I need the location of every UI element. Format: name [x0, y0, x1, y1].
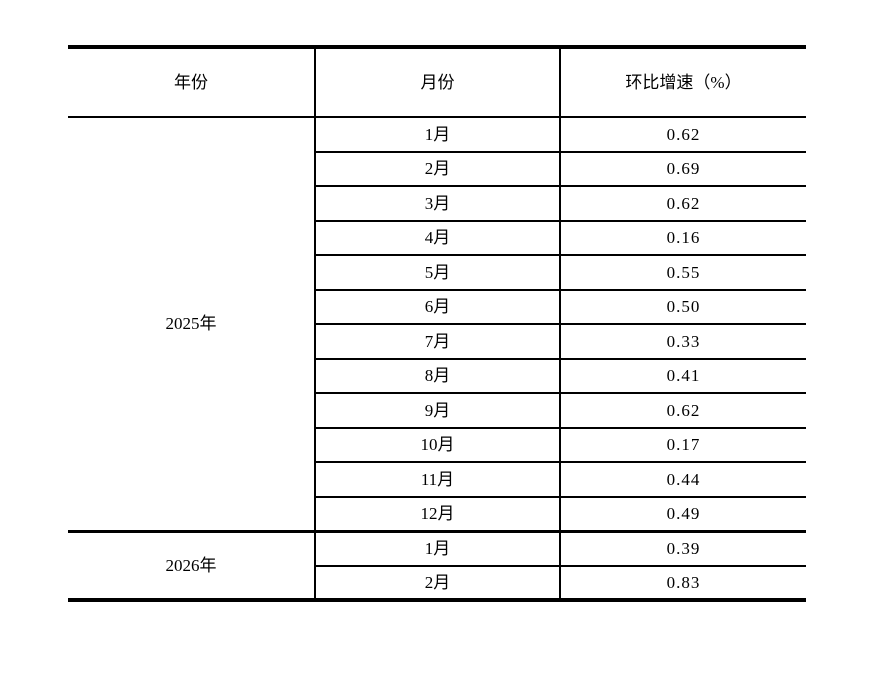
value-cell: 0.62	[559, 186, 806, 222]
value-cell: 0.50	[559, 289, 806, 325]
table-row: 2月 0.83	[68, 565, 806, 600]
table-row: 7月 0.33	[68, 324, 806, 360]
value-cell: 0.62	[559, 117, 806, 153]
table-row: 9月 0.62	[68, 393, 806, 429]
table-row: 12月 0.49	[68, 496, 806, 533]
month-cell: 9月	[314, 393, 560, 429]
value-cell: 0.41	[559, 358, 806, 394]
value-cell: 0.44	[559, 462, 806, 498]
table-row: 2025年 1月 0.62	[68, 117, 806, 533]
value-cell: 0.69	[559, 151, 806, 187]
month-cell: 7月	[314, 324, 560, 360]
table-row: 6月 0.50	[68, 289, 806, 325]
month-cell: 8月	[314, 358, 560, 394]
value-cell: 0.33	[559, 324, 806, 360]
value-cell: 0.17	[559, 427, 806, 463]
value-cell: 0.55	[559, 255, 806, 291]
year-cell-2026: 2026年	[165, 555, 217, 575]
table-row: 3月 0.62	[68, 186, 806, 222]
month-cell: 2月	[314, 565, 560, 600]
month-cell: 6月	[314, 289, 560, 325]
table-row: 8月 0.41	[68, 358, 806, 394]
col-header-month: 月份	[314, 47, 560, 118]
growth-rate-table: 年份 月份 环比增速（%） 2025年 1月 0.62 2月 0.69 3月 0…	[68, 45, 806, 602]
month-cell: 4月	[314, 220, 560, 256]
table-row: 2月 0.69	[68, 151, 806, 187]
header-row: 年份 月份 环比增速（%）	[68, 47, 806, 118]
value-cell: 0.39	[559, 531, 806, 567]
month-cell: 3月	[314, 186, 560, 222]
col-header-year: 年份	[68, 47, 315, 118]
month-cell: 2月	[314, 151, 560, 187]
month-cell: 11月	[314, 462, 560, 498]
month-cell: 5月	[314, 255, 560, 291]
month-cell: 10月	[314, 427, 560, 463]
month-cell: 1月	[314, 117, 560, 153]
value-cell: 0.83	[559, 565, 806, 600]
col-header-growth: 环比增速（%）	[559, 47, 806, 118]
table-row: 11月 0.44	[68, 462, 806, 498]
table-row: 10月 0.17	[68, 427, 806, 463]
table-row: 2026年 1月 0.39	[68, 531, 806, 574]
month-cell: 12月	[314, 496, 560, 533]
value-cell: 0.16	[559, 220, 806, 256]
year-cell-2025: 2025年	[68, 117, 315, 533]
table-row: 4月 0.16	[68, 220, 806, 256]
month-cell: 1月	[314, 531, 560, 567]
value-cell: 0.49	[559, 496, 806, 533]
document-page: 年份 月份 环比增速（%） 2025年 1月 0.62 2月 0.69 3月 0…	[68, 45, 806, 602]
value-cell: 0.62	[559, 393, 806, 429]
table-row: 5月 0.55	[68, 255, 806, 291]
